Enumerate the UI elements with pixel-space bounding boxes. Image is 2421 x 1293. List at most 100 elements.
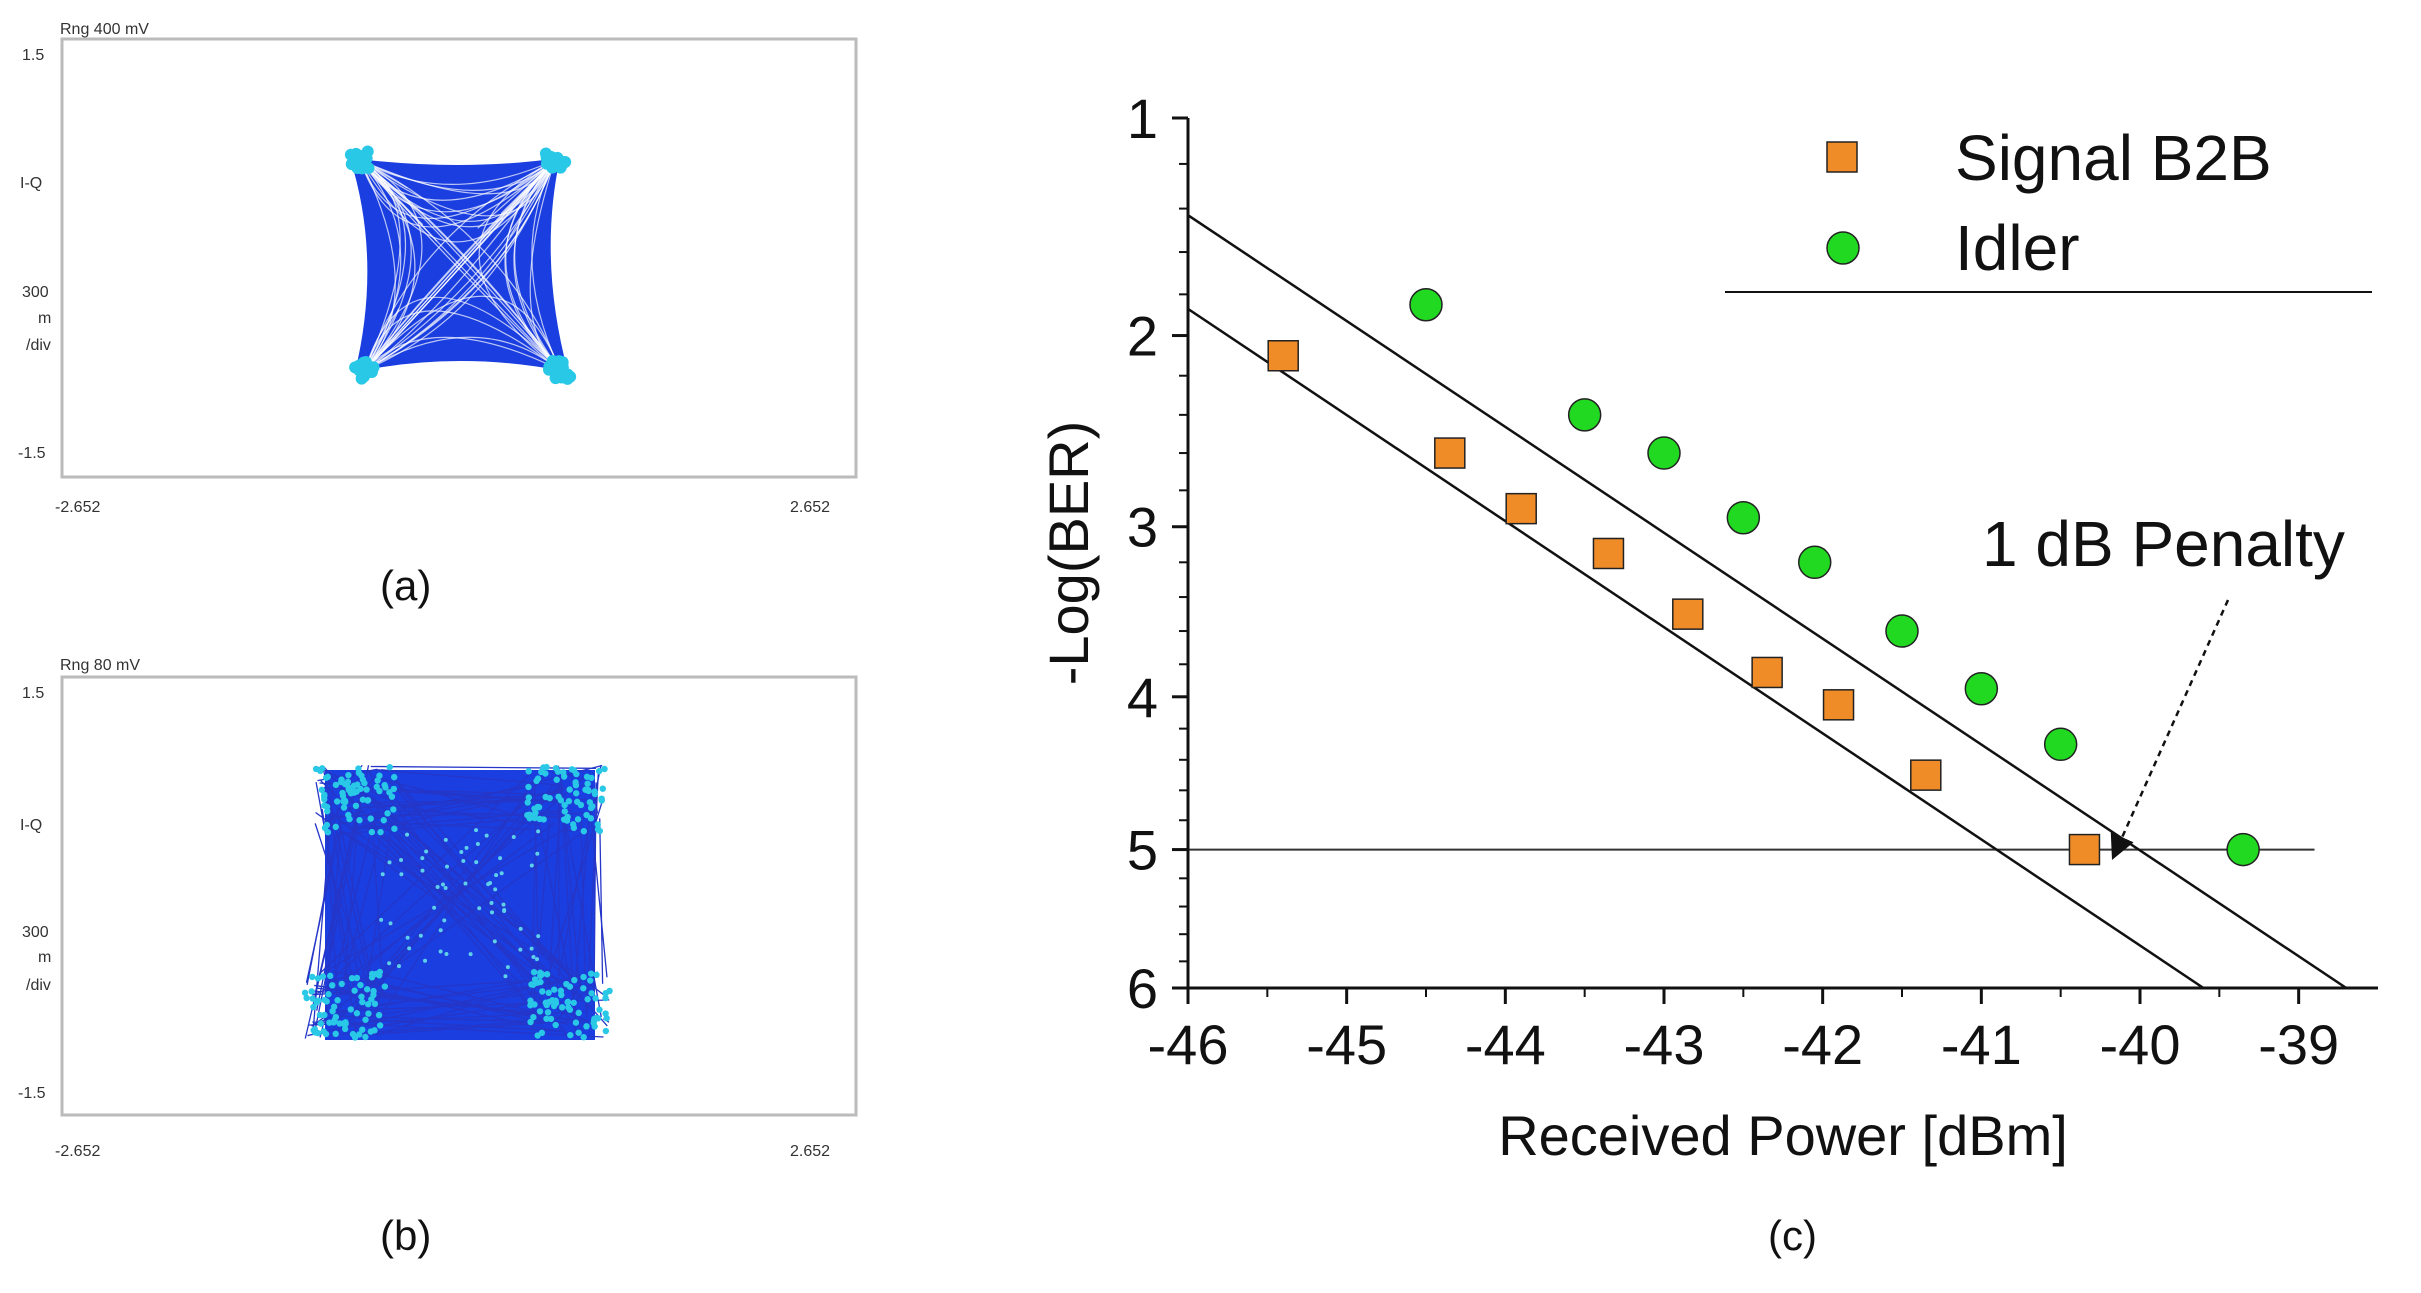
panel-a-trajectory-line bbox=[359, 159, 556, 228]
panel-b-symbol-point bbox=[570, 999, 577, 1006]
panel-b-symbol-point bbox=[560, 769, 567, 776]
panel-b-trajectory-line bbox=[367, 769, 568, 1036]
panel-a-symbol-point bbox=[539, 147, 552, 160]
panel-b-symbol-point bbox=[527, 1002, 534, 1009]
panel-b-symbol-point bbox=[474, 860, 479, 865]
panel-b-symbol-point bbox=[330, 1003, 338, 1010]
panel-a-trajectory-lines bbox=[359, 159, 561, 371]
panel-b-symbol-point bbox=[363, 786, 370, 793]
panel-b-symbol-point bbox=[353, 974, 361, 982]
panel-b-symbol-point bbox=[571, 976, 578, 984]
panel-a-constellation bbox=[344, 145, 577, 385]
panel-b-trajectory-line bbox=[367, 783, 588, 830]
panel-b-symbol-point bbox=[418, 933, 423, 938]
data-point-signal-b2b bbox=[1910, 759, 1942, 791]
x-tick-label: -39 bbox=[2258, 1013, 2339, 1076]
x-tick-label: -42 bbox=[1782, 1013, 1863, 1076]
panel-b-symbol-point bbox=[350, 782, 358, 789]
panel-b-symbol-point bbox=[574, 816, 582, 823]
panel-b-symbol-point bbox=[580, 985, 587, 992]
panel-b-side-label-3: m bbox=[38, 949, 51, 966]
panel-b-symbol-point bbox=[590, 1017, 598, 1025]
panel-b-symbol-point bbox=[461, 858, 466, 863]
panel-b-symbol-point bbox=[583, 773, 591, 780]
panel-b-trajectory-line bbox=[319, 772, 532, 975]
panel-b-symbol-point bbox=[511, 835, 516, 840]
panel-b-symbol-point bbox=[368, 974, 376, 981]
panel-b-symbol-point bbox=[552, 1021, 559, 1029]
x-tick-label: -44 bbox=[1465, 1013, 1546, 1076]
y-axis-title: -Log(BER) bbox=[1037, 421, 1100, 686]
panel-b-symbol-point bbox=[314, 975, 322, 982]
panel-b-symbol-point bbox=[351, 1034, 359, 1041]
panel-b-symbol-point bbox=[340, 804, 348, 811]
panel-b-trajectory-line bbox=[377, 1001, 536, 1027]
panel-b-symbol-point bbox=[538, 768, 545, 776]
panel-b-symbol-point bbox=[375, 972, 383, 979]
panel-b-symbol-point bbox=[599, 785, 606, 792]
panel-b-trajectory-line bbox=[367, 777, 537, 1036]
panel-a-symbol-clusters bbox=[344, 145, 577, 385]
panel-b-symbol-point bbox=[575, 1029, 582, 1036]
panel-b-trajectory-line bbox=[326, 974, 353, 984]
panel-b-trajectory-line bbox=[380, 777, 532, 820]
panel-a-trajectory-line bbox=[364, 159, 556, 371]
data-point-signal-b2b bbox=[1822, 689, 1855, 721]
panel-b-symbol-point bbox=[538, 971, 546, 978]
panel-b-symbol-point bbox=[380, 817, 387, 824]
panel-b-symbol-point bbox=[572, 779, 579, 786]
panel-b-symbol-point bbox=[424, 849, 429, 854]
panel-b-symbol-point bbox=[602, 994, 609, 1002]
panel-b-symbol-point bbox=[356, 817, 363, 824]
data-point-signal-b2b bbox=[1267, 340, 1299, 372]
panel-a: Rng 400 mV 1.5 -1.5 -2.652 2.652 I-Q 300… bbox=[18, 21, 858, 609]
panel-a-caption: (a) bbox=[380, 562, 431, 609]
panel-b-trajectory-line bbox=[322, 769, 372, 988]
panel-b-symbol-point bbox=[540, 816, 547, 823]
panel-b-trajectory-line bbox=[325, 829, 342, 1011]
panel-b-symbol-point bbox=[587, 804, 595, 812]
panel-b-symbol-point bbox=[319, 973, 327, 980]
x-tick-label: -46 bbox=[1148, 1013, 1229, 1076]
panel-b-symbol-point bbox=[324, 773, 331, 781]
legend: Signal B2B Idler bbox=[1725, 122, 2372, 293]
panel-b-symbol-point bbox=[583, 1023, 590, 1030]
panel-b-symbol-point bbox=[518, 926, 523, 931]
panel-b-trajectory-line bbox=[531, 818, 551, 1029]
panel-b-symbol-point bbox=[399, 872, 404, 877]
fit-lines bbox=[1188, 214, 2347, 988]
panel-b-trajectory-line bbox=[392, 833, 539, 1015]
panel-b-symbol-point bbox=[371, 1000, 379, 1008]
panel-b-symbol-point bbox=[318, 786, 326, 794]
panel-b-trajectory-line bbox=[382, 981, 549, 1034]
panel-a-trajectory-line bbox=[364, 159, 556, 371]
panel-b-trajectory-line bbox=[338, 793, 545, 811]
panel-a-side-label-4: /div bbox=[26, 337, 51, 354]
panel-a-trajectory-line bbox=[359, 159, 556, 219]
panel-b-symbol-point bbox=[573, 798, 581, 805]
panel-a-symbol-point bbox=[551, 151, 564, 164]
panel-b-symbol-point bbox=[493, 887, 498, 892]
panel-b-symbol-point bbox=[584, 996, 591, 1003]
panel-c-chart: -46 -45 -44 -43 -42 -41 -40 -39 1 2 3 4 5 6 -Log(BER)… bbox=[1037, 87, 2378, 1259]
panel-b-symbol-point bbox=[505, 965, 510, 970]
panel-b-symbol-point bbox=[323, 803, 331, 811]
panel-b-symbol-point bbox=[435, 884, 440, 889]
data-point-idler bbox=[1885, 614, 1919, 648]
data-point-idler bbox=[1797, 545, 1832, 580]
panel-b-constellation bbox=[301, 763, 613, 1041]
panel-b-symbol-point bbox=[558, 1004, 566, 1011]
panel-b-symbol-point bbox=[587, 970, 595, 977]
panel-b-symbol-point bbox=[565, 797, 573, 805]
panel-b-symbol-point bbox=[317, 767, 324, 775]
panel-b-symbol-point bbox=[596, 1006, 603, 1013]
panel-b-symbol-point bbox=[388, 921, 393, 926]
axis-ticks: -46 -45 -44 -43 -42 -41 -40 -39 1 2 3 4 5 6 bbox=[1127, 87, 2339, 1076]
panel-b-symbol-point bbox=[498, 856, 503, 861]
panel-a-trajectory-line bbox=[364, 159, 556, 371]
penalty-annotation: 1 dB Penalty bbox=[1982, 508, 2345, 580]
panel-b-symbol-point bbox=[310, 1003, 317, 1011]
panel-b-trajectory-line bbox=[381, 769, 393, 772]
panel-b-symbol-point bbox=[329, 982, 336, 989]
panel-a-trajectory-line bbox=[514, 159, 561, 371]
